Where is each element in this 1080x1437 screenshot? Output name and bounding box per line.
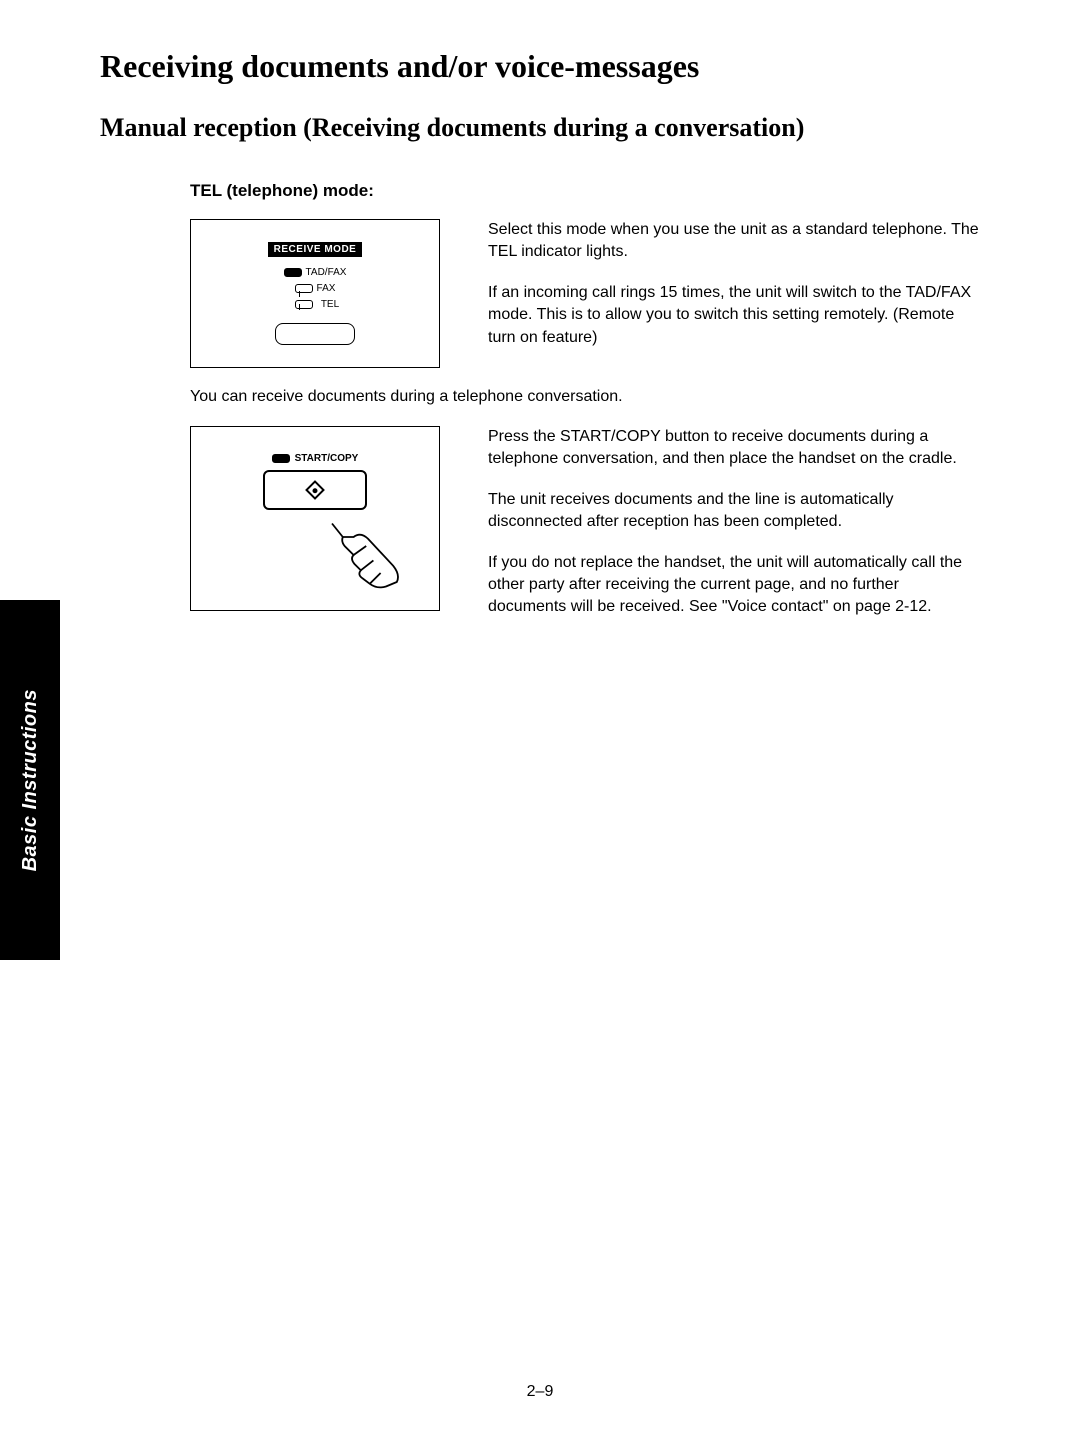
manual-page: Receiving documents and/or voice-message… (0, 0, 1080, 697)
led-icon (295, 300, 313, 309)
page-subtitle: Manual reception (Receiving documents du… (100, 113, 980, 143)
body-paragraph: Select this mode when you use the unit a… (488, 219, 980, 264)
led-icon (295, 284, 313, 293)
mode-label-tadfax: TAD/FAX (306, 267, 347, 278)
start-copy-button-icon (263, 470, 367, 510)
page-number: 2–9 (0, 1383, 1080, 1401)
intertext: You can receive documents during a telep… (190, 388, 980, 406)
start-copy-label-row: START/COPY (272, 453, 359, 464)
led-icon (272, 454, 290, 463)
mode-label-tel: TEL (321, 299, 339, 310)
page-title: Receiving documents and/or voice-message… (100, 48, 980, 85)
mode-row-tel: TEL (291, 299, 339, 310)
section-1: RECEIVE MODE TAD/FAX FAX TEL Select this… (190, 219, 980, 368)
pointing-hand-icon (314, 510, 404, 600)
body-paragraph: Press the START/COPY button to receive d… (488, 426, 980, 471)
section-2: START/COPY Press the START/COPY button t… (190, 426, 980, 637)
receive-mode-badge: RECEIVE MODE (268, 242, 363, 257)
section-2-text: Press the START/COPY button to receive d… (488, 426, 980, 637)
start-copy-diagram: START/COPY (190, 426, 440, 611)
side-tab-label: Basic Instructions (19, 689, 42, 871)
mode-row-fax: FAX (295, 283, 336, 294)
diamond-icon (305, 480, 325, 500)
mode-label-fax: FAX (317, 283, 336, 294)
tel-mode-label: TEL (telephone) mode: (190, 181, 980, 201)
start-copy-label: START/COPY (295, 453, 359, 464)
button-outline-icon (275, 323, 355, 345)
section-1-text: Select this mode when you use the unit a… (488, 219, 980, 368)
side-tab: Basic Instructions (0, 600, 60, 960)
body-paragraph: If you do not replace the handset, the u… (488, 552, 980, 619)
mode-row-tadfax: TAD/FAX (284, 267, 347, 278)
body-paragraph: The unit receives documents and the line… (488, 489, 980, 534)
led-icon (284, 268, 302, 277)
body-paragraph: If an incoming call rings 15 times, the … (488, 282, 980, 349)
receive-mode-diagram: RECEIVE MODE TAD/FAX FAX TEL (190, 219, 440, 368)
